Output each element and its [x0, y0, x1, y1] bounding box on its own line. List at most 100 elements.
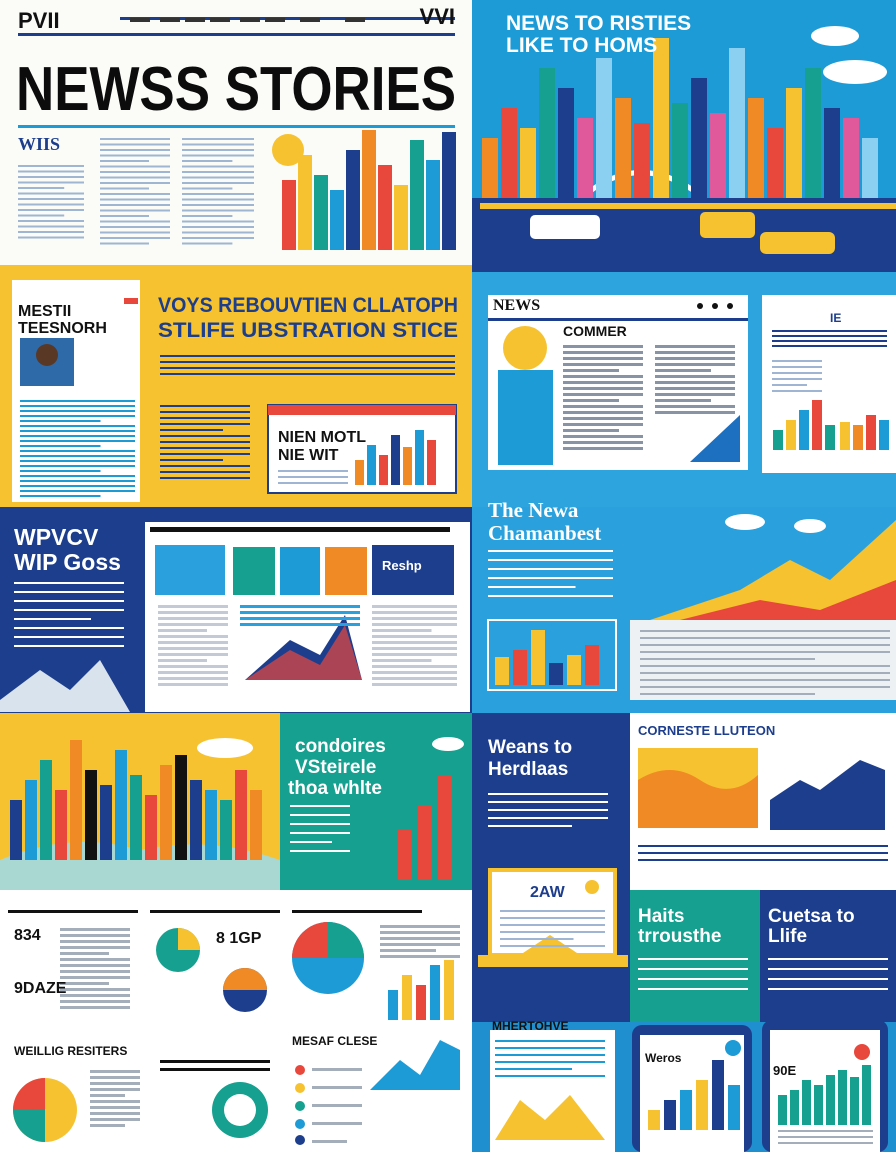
bar-shape [558, 88, 574, 198]
text-line [290, 850, 350, 852]
web-heading: WIP Goss [14, 549, 121, 575]
card-bar [268, 405, 456, 415]
text-line [20, 460, 135, 462]
bar-shape [648, 1110, 660, 1130]
pie-slice [13, 1078, 45, 1110]
text-line [772, 390, 822, 392]
phone-label: Weros [645, 1051, 682, 1065]
text-line [488, 550, 613, 552]
bar-shape [40, 760, 52, 860]
text-line [563, 381, 643, 384]
text-line [182, 171, 254, 173]
text-line [182, 138, 254, 140]
bar-shape [235, 770, 247, 860]
text-line [18, 198, 84, 200]
text-line [488, 825, 572, 827]
browser-section: COMMER [563, 323, 627, 339]
text-line [290, 814, 350, 816]
mountain [245, 625, 362, 680]
rule [120, 17, 455, 20]
web-tag: Reshp [382, 558, 422, 573]
text-line [158, 611, 228, 614]
info-label: 9DAZE [14, 980, 67, 997]
text-line [372, 611, 457, 614]
text-line [90, 1106, 140, 1109]
text-line [563, 405, 643, 408]
bar-shape [850, 1077, 859, 1125]
text-line [60, 958, 130, 961]
text-line [182, 160, 233, 162]
bar-shape [672, 103, 688, 198]
text-line [182, 176, 254, 179]
text-line [640, 658, 815, 660]
text-line [638, 978, 748, 980]
text-line [158, 641, 228, 644]
text-line [372, 641, 457, 644]
text-line [488, 793, 608, 795]
text-line [638, 988, 748, 990]
city-heading: NEWS TO RISTIES [506, 12, 691, 35]
bar-shape [250, 790, 262, 860]
text-line [18, 203, 84, 206]
chart-story-heading: The Newa [488, 498, 579, 522]
text-line [380, 937, 460, 940]
text-line [18, 214, 65, 217]
text-line [182, 215, 233, 217]
text-line [372, 683, 457, 686]
card-title: NIEN MOTL [278, 429, 366, 446]
text-line [290, 832, 350, 834]
text-line [563, 363, 643, 366]
text-line [640, 644, 890, 646]
text-line [8, 910, 138, 913]
text-line [488, 595, 613, 597]
text-line [768, 968, 888, 970]
text-line [495, 1061, 605, 1063]
guide-heading: Cuetsa to [768, 906, 855, 927]
bar-shape [501, 108, 517, 198]
tile [233, 547, 275, 595]
text-line [158, 659, 207, 662]
text-line [655, 351, 735, 354]
text-line [100, 154, 170, 157]
text-line [100, 231, 170, 234]
artwork [0, 17, 896, 1152]
text-line [563, 435, 643, 438]
nav-item [130, 18, 150, 22]
bar-shape [596, 58, 612, 198]
nav-item [185, 18, 205, 22]
bar-shape [840, 422, 850, 450]
text-line [182, 237, 254, 239]
text-line [60, 994, 130, 997]
text-line [160, 435, 250, 437]
info-label: MESAF CLESE [292, 1034, 377, 1048]
bar-shape [786, 88, 802, 198]
bar-shape [728, 1085, 740, 1130]
bar-shape [567, 655, 581, 685]
text-line [20, 400, 135, 402]
text-line [278, 482, 348, 484]
text-line [100, 198, 170, 201]
ways-heading: Weans to [488, 737, 572, 758]
text-line [100, 242, 149, 245]
cloud [432, 737, 464, 751]
bar-shape [495, 657, 509, 685]
bar-shape [398, 830, 412, 880]
text-line [772, 378, 822, 380]
text-line [380, 943, 460, 946]
text-line [640, 686, 890, 688]
bar-shape [410, 140, 424, 250]
icon [854, 1044, 870, 1060]
text-line [495, 1047, 605, 1049]
text-line [20, 425, 135, 427]
rule [18, 125, 455, 128]
text-line [563, 429, 619, 432]
text-line [18, 176, 84, 178]
browser-tag: IE [830, 311, 841, 325]
bar-shape [190, 780, 202, 860]
text-line [182, 193, 254, 195]
text-line [90, 1124, 125, 1127]
masthead-left: PVII [18, 8, 60, 33]
text-line [655, 387, 735, 390]
text-line [772, 340, 887, 342]
text-line [500, 910, 605, 912]
